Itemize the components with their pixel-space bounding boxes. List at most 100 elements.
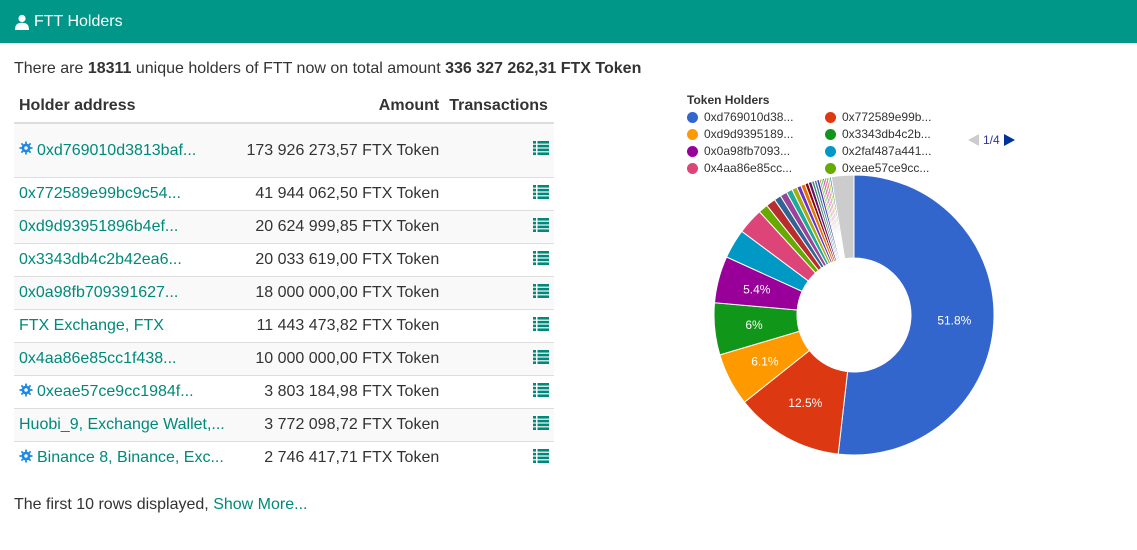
contract-gear-icon	[19, 448, 33, 468]
transactions-cell	[444, 375, 554, 409]
holder-amount: 173 926 273,57 FTX Token	[237, 122, 445, 178]
pie-slice-label: 51.8%	[937, 314, 971, 328]
column-header-address[interactable]: Holder address	[14, 89, 238, 124]
holder-amount: 18 000 000,00 FTX Token	[237, 276, 445, 310]
legend-entry[interactable]: 0x3343db4c2b...	[825, 127, 931, 141]
table-row: 0xd769010d3813baf... 173 926 273,57 FTX T…	[14, 122, 554, 178]
legend-label: 0x0a98fb7093...	[704, 144, 791, 158]
legend-entry[interactable]: 0x772589e99b...	[825, 110, 931, 124]
transactions-list-icon[interactable]	[533, 415, 549, 434]
legend-label: 0xeae57ce9cc...	[842, 161, 930, 175]
holder-amount: 3 803 184,98 FTX Token	[237, 375, 445, 409]
rows-footer: The first 10 rows displayed, Show More..…	[14, 496, 308, 513]
pie-slice-label: 6%	[745, 318, 763, 332]
holder-address-cell: Binance 8, Binance, Exc...	[14, 441, 238, 474]
pie-slice[interactable]	[830, 174, 855, 260]
transactions-list-icon[interactable]	[533, 250, 549, 269]
holder-amount: 2 746 417,71 FTX Token	[237, 441, 445, 474]
legend-swatch	[825, 128, 836, 140]
legend-entry[interactable]: 0xd769010d38...	[687, 110, 793, 124]
pie-slice[interactable]	[837, 174, 995, 456]
holder-address-link[interactable]: FTX Exchange, FTX	[19, 316, 164, 334]
holder-address-link[interactable]: 0x4aa86e85cc1f438...	[19, 349, 177, 367]
transactions-list-icon[interactable]	[533, 349, 549, 368]
legend-entry[interactable]: 0x2faf487a441...	[825, 144, 931, 158]
holder-address-cell: 0xd9d93951896b4ef...	[14, 210, 238, 244]
table-row: 0x3343db4c2b42ea6... 20 033 619,00 FTX To…	[14, 243, 554, 277]
legend-page-indicator: 1/4	[983, 133, 1000, 147]
transactions-cell	[444, 210, 554, 244]
holder-address-link[interactable]: 0x3343db4c2b42ea6...	[19, 250, 182, 268]
legend-entry[interactable]: 0x4aa86e85cc...	[687, 161, 792, 175]
table-row: 0xeae57ce9cc1984f... 3 803 184,98 FTX Tok…	[14, 375, 554, 409]
panel-header: FTT Holders	[0, 0, 1137, 43]
transactions-list-icon[interactable]	[533, 448, 549, 467]
table-row: FTX Exchange, FTX 11 443 473,82 FTX Token	[14, 309, 554, 343]
pie-slice-label: 5.4%	[743, 282, 771, 296]
legend-swatch	[687, 162, 698, 174]
transactions-list-icon[interactable]	[533, 141, 549, 159]
show-more-link[interactable]: Show More...	[213, 496, 308, 513]
pie-slice-label: 6.1%	[751, 354, 779, 368]
table-row: 0x0a98fb709391627... 18 000 000,00 FTX To…	[14, 276, 554, 310]
transactions-cell	[444, 309, 554, 343]
holder-address-link[interactable]: 0xd9d93951896b4ef...	[19, 217, 179, 235]
table-row: 0x772589e99bc9c54... 41 944 062,50 FTX To…	[14, 177, 554, 211]
legend-swatch	[825, 145, 836, 157]
legend-swatch	[687, 128, 698, 140]
holder-address-link[interactable]: 0x0a98fb709391627...	[19, 283, 179, 301]
holder-address-cell: 0xd769010d3813baf...	[14, 122, 238, 178]
legend-pager: 1/4	[968, 133, 1015, 147]
holder-address-cell: FTX Exchange, FTX	[14, 309, 238, 343]
legend-prev-icon[interactable]	[968, 134, 979, 146]
holder-address-cell: Huobi_9, Exchange Wallet,...	[14, 408, 238, 442]
legend-swatch	[825, 111, 836, 123]
holders-table: Holder address Amount Transactions 0xd76…	[14, 89, 554, 474]
chart-title: Token Holders	[687, 93, 770, 107]
transactions-list-icon[interactable]	[533, 382, 549, 401]
holder-address-link[interactable]: 0xd769010d3813baf...	[37, 141, 197, 159]
holder-address-cell: 0x0a98fb709391627...	[14, 276, 238, 310]
transactions-cell	[444, 408, 554, 442]
holder-amount: 20 624 999,85 FTX Token	[237, 210, 445, 244]
legend-entry[interactable]: 0xeae57ce9cc...	[825, 161, 929, 175]
transactions-cell	[444, 243, 554, 277]
legend-label: 0xd769010d38...	[704, 110, 794, 124]
transactions-list-icon[interactable]	[533, 316, 549, 335]
holder-amount: 3 772 098,72 FTX Token	[237, 408, 445, 442]
holder-address-cell: 0x3343db4c2b42ea6...	[14, 243, 238, 277]
transactions-list-icon[interactable]	[533, 184, 549, 203]
total-amount: 336 327 262,31 FTX Token	[445, 60, 642, 77]
holder-address-link[interactable]: Binance 8, Binance, Exc...	[37, 449, 224, 466]
legend-swatch	[825, 162, 836, 174]
transactions-cell	[444, 441, 554, 474]
legend-label: 0xd9d9395189...	[704, 127, 794, 141]
holder-amount: 20 033 619,00 FTX Token	[237, 243, 445, 277]
user-icon	[15, 14, 29, 30]
holder-address-link[interactable]: 0x772589e99bc9c54...	[19, 184, 181, 202]
table-row: 0x4aa86e85cc1f438... 10 000 000,00 FTX To…	[14, 342, 554, 376]
holder-address-link[interactable]: Huobi_9, Exchange Wallet,...	[19, 415, 225, 433]
table-row: Huobi_9, Exchange Wallet,... 3 772 098,72…	[14, 408, 554, 442]
legend-swatch	[687, 145, 698, 157]
legend-entry[interactable]: 0xd9d9395189...	[687, 127, 793, 141]
transactions-cell	[444, 177, 554, 211]
holder-address-link[interactable]: 0xeae57ce9cc1984f...	[37, 383, 194, 400]
holder-amount: 11 443 473,82 FTX Token	[237, 309, 445, 343]
holder-address-cell: 0x772589e99bc9c54...	[14, 177, 238, 211]
transactions-cell	[444, 276, 554, 310]
contract-gear-icon	[19, 382, 33, 402]
transactions-list-icon[interactable]	[533, 283, 549, 302]
legend-entry[interactable]: 0x0a98fb7093...	[687, 144, 790, 158]
legend-label: 0x772589e99b...	[842, 110, 932, 124]
column-header-amount[interactable]: Amount	[237, 89, 445, 124]
holders-summary: There are 18311 unique holders of FTT no…	[14, 60, 642, 77]
transactions-list-icon[interactable]	[533, 217, 549, 236]
legend-label: 0x4aa86e85cc...	[704, 161, 793, 175]
column-header-transactions[interactable]: Transactions	[444, 89, 554, 124]
holder-address-cell: 0x4aa86e85cc1f438...	[14, 342, 238, 376]
holders-count: 18311	[87, 60, 132, 77]
holder-address-cell: 0xeae57ce9cc1984f...	[14, 375, 238, 409]
legend-next-icon[interactable]	[1003, 134, 1015, 146]
pie-slice-label: 12.5%	[788, 396, 822, 410]
